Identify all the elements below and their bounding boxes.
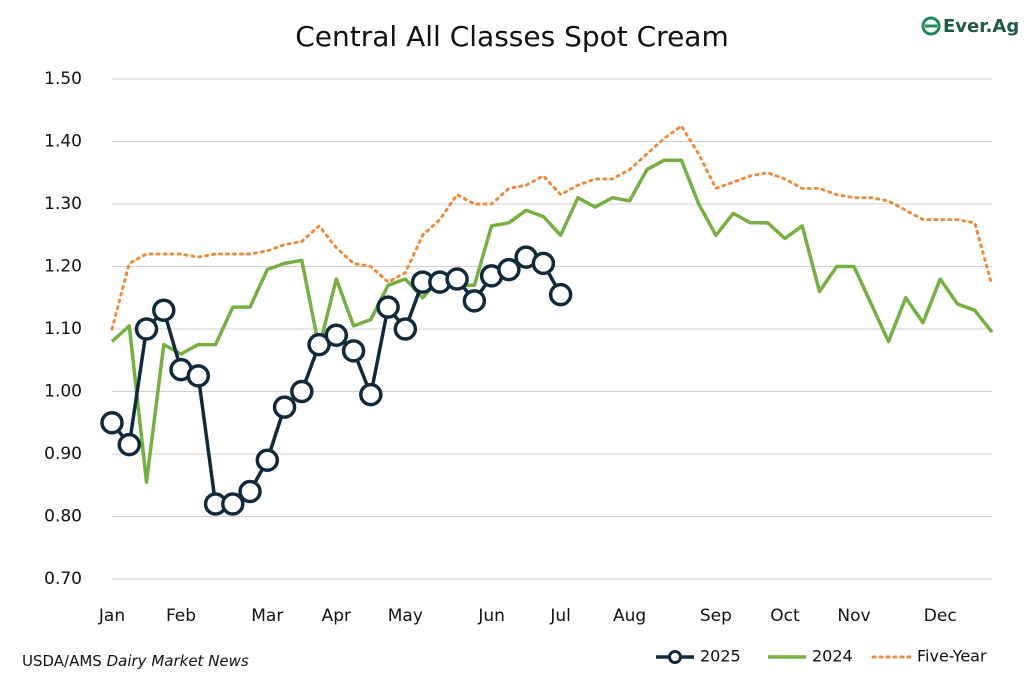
data-point: [324, 323, 349, 347]
legend-label: Five-Year: [917, 647, 987, 666]
x-tick-label: Apr: [322, 606, 351, 626]
chart-title: Central All Classes Spot Cream: [295, 20, 729, 53]
logo: Ever.Ag: [921, 16, 1019, 37]
data-point: [134, 317, 159, 341]
legend-item: 2025: [656, 647, 741, 666]
source-publication: Dairy Market News: [107, 652, 249, 670]
data-point: [100, 411, 124, 435]
legend-item: 2024: [768, 647, 853, 666]
data-point: [531, 251, 556, 276]
data-point: [341, 339, 366, 363]
data-point: [152, 298, 176, 322]
data-point: [359, 382, 383, 407]
x-tick-label: Jul: [549, 606, 571, 626]
legend-label: 2024: [812, 647, 853, 666]
y-tick-label: 1.50: [44, 69, 82, 89]
data-point: [462, 289, 487, 313]
x-tick-label: Aug: [613, 606, 646, 626]
y-tick-label: 0.70: [44, 569, 82, 589]
x-tick-label: Nov: [837, 606, 870, 626]
data-point: [186, 364, 211, 388]
legend-label: 2025: [700, 647, 741, 666]
data-point: [290, 379, 314, 404]
data-point: [255, 448, 280, 472]
y-tick-label: 1.10: [44, 319, 82, 339]
data-point: [548, 282, 573, 307]
data-point: [376, 295, 400, 319]
y-tick-label: 1.40: [44, 132, 82, 152]
data-point: [117, 432, 142, 457]
x-tick-label: May: [388, 606, 423, 626]
x-tick-label: Jan: [98, 606, 125, 626]
data-point: [238, 479, 262, 504]
data-point: [497, 257, 521, 282]
legend-item: Five-Year: [871, 647, 987, 666]
logo-text: Ever.Ag: [943, 16, 1019, 37]
y-tick-label: 0.80: [44, 507, 82, 527]
y-tick-label: 1.20: [44, 257, 82, 277]
source-agency: USDA/AMS: [22, 652, 102, 670]
source: USDA/AMS Dairy Market News: [22, 652, 249, 670]
x-tick-label: Sep: [700, 606, 732, 626]
series-line: [110, 158, 994, 484]
x-tick-label: Mar: [251, 606, 283, 626]
data-point: [393, 317, 418, 341]
y-tick-label: 1.30: [44, 194, 82, 214]
x-tick-label: Jun: [477, 606, 505, 626]
legend-marker: [668, 650, 682, 664]
series-line: [110, 124, 994, 331]
x-tick-label: Dec: [924, 606, 957, 626]
data-point: [272, 395, 297, 419]
data-point: [221, 492, 245, 516]
data-point: [307, 332, 331, 357]
y-tick-label: 0.90: [44, 444, 82, 464]
x-tick-label: Feb: [166, 606, 196, 626]
data-point: [445, 267, 469, 291]
logo-icon: [921, 16, 941, 36]
y-tick-label: 1.00: [44, 382, 82, 402]
x-tick-label: Oct: [770, 606, 800, 626]
